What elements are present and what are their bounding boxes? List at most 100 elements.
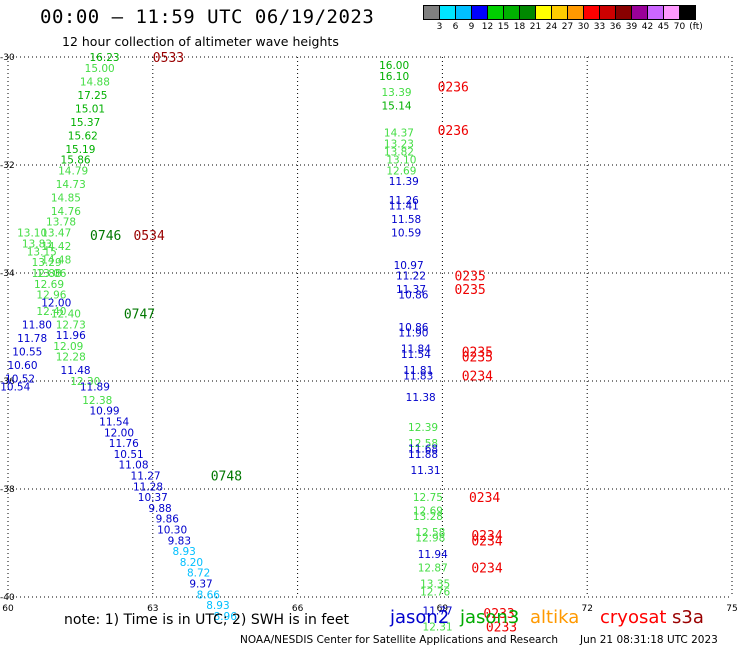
swh-value: 10.55 — [12, 346, 42, 358]
swh-value: 10.52 — [5, 373, 35, 385]
swh-value: 11.80 — [22, 319, 52, 331]
swh-value: 11.08 — [118, 460, 148, 472]
y-tick-label: -40 — [0, 593, 15, 603]
swh-value: 12.69 — [413, 506, 443, 518]
pass-time-label: 0235 — [454, 270, 485, 285]
swh-value: 8.93 — [172, 546, 195, 558]
colorbar — [423, 5, 696, 20]
x-tick-label: 69 — [437, 604, 449, 614]
y-tick-label: -38 — [0, 485, 15, 495]
swh-value: 12.30 — [70, 376, 100, 388]
chart-title: 00:00 – 11:59 UTC 06/19/2023 — [40, 6, 375, 28]
swh-value: 11.39 — [389, 176, 419, 188]
pass-time-label: 0747 — [124, 308, 155, 323]
swh-value: 12.38 — [82, 395, 112, 407]
swh-value: 10.59 — [391, 228, 421, 240]
swh-value: 11.81 — [403, 365, 433, 377]
colorbar-label: 36 — [609, 22, 622, 32]
swh-value: 9.37 — [189, 579, 212, 591]
swh-value: 12.88 — [32, 268, 62, 280]
pass-time-label: 0746 — [90, 229, 121, 244]
footer-timestamp: Jun 21 08:31:18 UTC 2023 — [580, 634, 718, 646]
swh-value: 15.37 — [70, 117, 100, 129]
swh-value: 16.10 — [379, 71, 409, 83]
swh-value: 12.39 — [408, 422, 438, 434]
swh-value: 13.29 — [32, 257, 62, 269]
swh-value: 12.76 — [420, 587, 450, 599]
swh-value: 11.54 — [99, 417, 129, 429]
colorbar-label: 24 — [545, 22, 558, 32]
swh-value: 11.22 — [396, 271, 426, 283]
swh-value: 11.68 — [408, 444, 438, 456]
swh-value: 8.93 — [206, 600, 229, 612]
pass-time-label: 0234 — [469, 491, 500, 506]
swh-value: 12.40 — [51, 309, 81, 321]
colorbar-label: 39 — [625, 22, 638, 32]
colorbar-label: 6 — [452, 22, 459, 32]
swh-value: 11.54 — [401, 349, 431, 361]
swh-value: 9.83 — [168, 535, 191, 547]
swh-value: 11.77 — [423, 606, 453, 618]
x-tick-label: 72 — [581, 604, 592, 614]
swh-value: 12.75 — [413, 492, 443, 504]
pass-time-label: 0234 — [471, 529, 502, 544]
swh-value: 14.79 — [58, 165, 88, 177]
legend-item-s3a: s3a — [672, 607, 704, 628]
swh-value: 11.48 — [61, 365, 91, 377]
pass-time-label: 0533 — [153, 51, 184, 66]
swh-value: 12.58 — [408, 438, 438, 450]
swh-value: 11.28 — [133, 481, 163, 493]
pass-time-label: 0748 — [211, 470, 242, 485]
pass-time-label: 0236 — [438, 81, 469, 96]
swh-value: 11.26 — [389, 195, 419, 207]
x-tick-label: 63 — [147, 604, 158, 614]
swh-value: 10.51 — [114, 449, 144, 461]
swh-value: 9.86 — [156, 514, 180, 526]
colorbar-label: 27 — [561, 22, 574, 32]
legend-item-altika: altika — [530, 607, 580, 628]
swh-value: 14.88 — [80, 76, 110, 88]
swh-value: 13.83 — [22, 238, 52, 250]
swh-value: 13.35 — [420, 579, 450, 591]
swh-value: 13.78 — [46, 217, 76, 229]
swh-value: 10.60 — [7, 360, 37, 372]
swh-value: 16.00 — [379, 60, 409, 72]
swh-value: 11.78 — [17, 333, 47, 345]
chart-subtitle: 12 hour collection of altimeter wave hei… — [62, 34, 339, 49]
swh-value: 16.23 — [90, 52, 120, 64]
swh-value: 12.69 — [386, 165, 416, 177]
legend-item-jason2: jason2 — [390, 607, 450, 628]
swh-value: 15.62 — [68, 130, 98, 142]
pass-time-label: 0534 — [133, 229, 164, 244]
pass-time-label: 0236 — [438, 124, 469, 139]
swh-value: 11.31 — [410, 465, 440, 477]
swh-value: 12.69 — [34, 279, 64, 291]
swh-value: 13.10 — [386, 155, 416, 167]
pass-time-label: 0235 — [462, 351, 493, 366]
swh-value: 9.88 — [148, 503, 171, 515]
swh-value: 12.40 — [36, 306, 66, 318]
swh-value: 11.88 — [408, 449, 438, 461]
legend-item-cryosat: cryosat — [600, 607, 667, 628]
swh-value: 8.96 — [214, 611, 238, 623]
pass-time-label: 0234 — [471, 561, 502, 576]
swh-value: 10.37 — [138, 492, 168, 504]
colorbar-label: 21 — [529, 22, 542, 32]
swh-value: 11.90 — [398, 327, 428, 339]
swh-value: 12.58 — [415, 527, 445, 539]
swh-value: 15.86 — [61, 155, 91, 167]
pass-time-label: 0234 — [471, 534, 502, 549]
swh-value: 10.99 — [90, 406, 120, 418]
legend-item-jason3: jason3 — [460, 607, 520, 628]
colorbar-label: 42 — [641, 22, 654, 32]
swh-value: 13.39 — [382, 87, 412, 99]
colorbar-label: 45 — [657, 22, 670, 32]
swh-value: 8.66 — [197, 589, 221, 601]
swh-value: 14.76 — [51, 206, 81, 218]
swh-value: 15.14 — [382, 101, 412, 113]
swh-value: 14.85 — [51, 192, 81, 204]
swh-value: 13.15 — [27, 246, 57, 258]
swh-value: 14.42 — [41, 241, 71, 253]
swh-value: 13.23 — [384, 138, 414, 150]
